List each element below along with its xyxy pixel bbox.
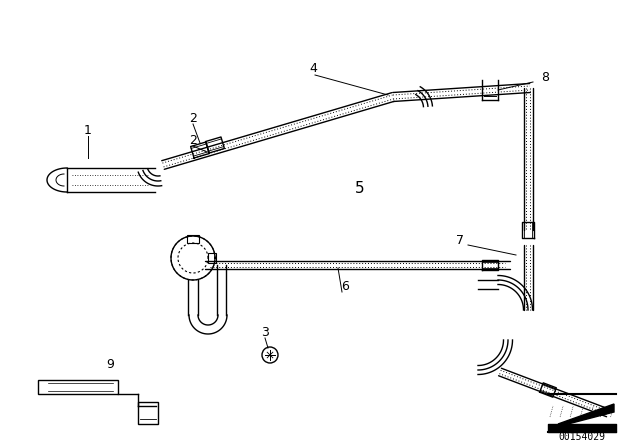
Text: 2: 2 — [189, 134, 197, 146]
Text: 7: 7 — [456, 233, 464, 246]
Text: 9: 9 — [106, 358, 114, 371]
Bar — [38, 380, 118, 394]
Polygon shape — [558, 404, 614, 424]
Text: 3: 3 — [261, 326, 269, 339]
Text: 1: 1 — [84, 124, 92, 137]
Text: 4: 4 — [309, 61, 317, 74]
Bar — [187, 235, 199, 243]
Text: 2: 2 — [189, 112, 197, 125]
Bar — [138, 402, 158, 424]
Text: 00154029: 00154029 — [559, 432, 605, 442]
Text: 6: 6 — [341, 280, 349, 293]
Bar — [208, 253, 216, 263]
Text: 5: 5 — [355, 181, 365, 195]
Text: 8: 8 — [541, 70, 549, 83]
